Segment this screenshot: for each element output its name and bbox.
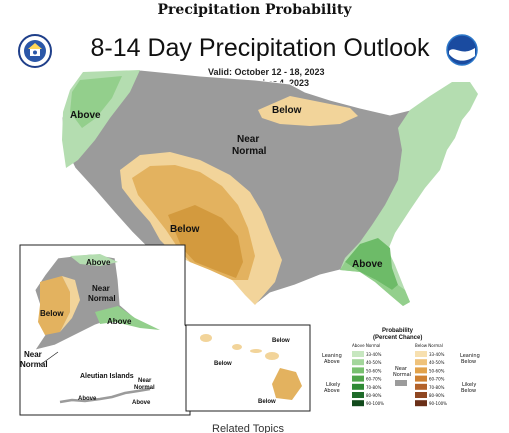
label-aleutian-near-2: Normal [134, 385, 155, 391]
legend-above-swatch [352, 383, 364, 390]
label-hi-below-3: Below [258, 399, 276, 405]
label-ak-near-sw-1: Near [24, 350, 42, 359]
legend-above-swatch [352, 351, 364, 357]
alaska-below-west [38, 276, 70, 335]
legend-below-range-label: 40-50% [429, 360, 445, 365]
legend-title-1: Probability [382, 328, 414, 334]
legend-title-2: (Percent Chance) [373, 335, 422, 341]
legend-above-range-label: 70-80% [366, 385, 382, 390]
label-near-center-2: Normal [232, 146, 267, 157]
label-ak-below: Below [40, 309, 64, 318]
legend-above-range-label: 90-100% [366, 401, 384, 406]
southeast-above-core [345, 238, 398, 290]
label-ak-above-north: Above [86, 258, 111, 267]
label-aleutian-near-1: Near [138, 378, 152, 384]
northwest-above-core [70, 76, 122, 128]
legend-below-swatch [415, 400, 427, 407]
related-topics-heading: Related Topics [212, 423, 284, 433]
legend-above-swatch [352, 375, 364, 382]
legend-leaning-below-2: Below [461, 359, 476, 365]
legend-likely-below-1: Likely [462, 382, 476, 388]
legend-above-range-label: 40-50% [366, 360, 382, 365]
legend-above-range-label: 33-40% [366, 352, 382, 357]
great-lakes-below-region [258, 96, 358, 126]
legend-below-swatch [415, 359, 427, 366]
legend-likely-above-1: Likely [326, 382, 340, 388]
hawaii-kauai [200, 334, 212, 342]
legend-near-2: Normal [393, 372, 411, 378]
legend-below-swatches: 33-40% 40-50% 50-60% 60-70% 70-80% 80-90% 90-1… [415, 351, 447, 407]
label-aleutian-title: Aleutian Islands [80, 373, 134, 380]
legend-below-swatch [415, 375, 427, 382]
legend-below-range-label: 60-70% [429, 377, 445, 382]
legend: Probability (Percent Chance) Above Norma… [322, 328, 480, 407]
legend-above-range-label: 50-60% [366, 368, 382, 373]
label-ak-near-1: Near [92, 284, 110, 293]
legend-below-range-label: 80-90% [429, 393, 445, 398]
legend-above-range-label: 80-90% [366, 393, 382, 398]
label-below-southwest: Below [170, 224, 200, 235]
ak-near-leader-line [39, 351, 59, 366]
legend-near-1: Near [395, 366, 408, 372]
hawaii-big-island [272, 368, 302, 400]
legend-likely-above-2: Above [324, 388, 340, 394]
alaska-above-north [70, 254, 118, 266]
label-ak-near-2: Normal [88, 294, 116, 303]
legend-above-swatch [352, 400, 364, 407]
legend-below-range-label: 70-80% [429, 385, 445, 390]
label-aleutian-above-2: Above [132, 400, 151, 406]
label-hi-below-1: Below [272, 338, 290, 344]
legend-col-above: Above Normal [352, 343, 380, 348]
page-heading: Precipitation Probability [157, 2, 352, 18]
label-near-center-1: Near [237, 134, 259, 145]
label-ak-above-south: Above [107, 317, 132, 326]
map-title: 8-14 Day Precipitation Outlook [90, 34, 430, 62]
legend-below-swatch [415, 351, 427, 357]
legend-below-range-label: 90-100% [429, 401, 447, 406]
legend-col-below: Below Normal [415, 343, 443, 348]
noaa-logo [446, 34, 478, 66]
hawaii-maui [265, 352, 279, 360]
hawaii-molokai [250, 349, 262, 353]
legend-below-range-label: 33-40% [429, 352, 445, 357]
label-below-north: Below [272, 105, 302, 116]
label-hi-below-2: Below [214, 361, 232, 367]
legend-near-swatch [395, 380, 407, 386]
legend-leaning-above-2: Above [324, 359, 340, 365]
alaska-below-west-lean [60, 276, 80, 332]
legend-below-swatch [415, 383, 427, 390]
legend-above-swatch [352, 367, 364, 374]
alaska-above-south [95, 306, 160, 330]
legend-leaning-below-1: Leaning [460, 353, 480, 359]
label-above-west: Above [70, 110, 101, 121]
label-aleutian-above-1: Above [78, 396, 97, 402]
legend-above-swatches: 33-40% 40-50% 50-60% 60-70% 70-80% 80-90% 90-1… [352, 351, 384, 407]
southeast-above-mid [340, 262, 410, 306]
legend-below-swatch [415, 392, 427, 398]
label-above-southeast: Above [352, 259, 383, 270]
legend-above-range-label: 60-70% [366, 377, 382, 382]
legend-above-swatch [352, 359, 364, 366]
legend-leaning-above-1: Leaning [322, 353, 342, 359]
label-ak-near-sw-2: Normal [20, 360, 48, 369]
southwest-below-50 [168, 205, 243, 278]
legend-below-swatch [415, 367, 427, 374]
legend-likely-below-2: Below [461, 388, 476, 394]
valid-dates: Valid: October 12 - 18, 2023 [208, 67, 325, 77]
aleutian-islands [59, 387, 151, 404]
legend-above-swatch [352, 392, 364, 398]
commerce-seal-logo [18, 34, 52, 68]
legend-below-range-label: 50-60% [429, 368, 445, 373]
hawaii-oahu [232, 344, 242, 350]
